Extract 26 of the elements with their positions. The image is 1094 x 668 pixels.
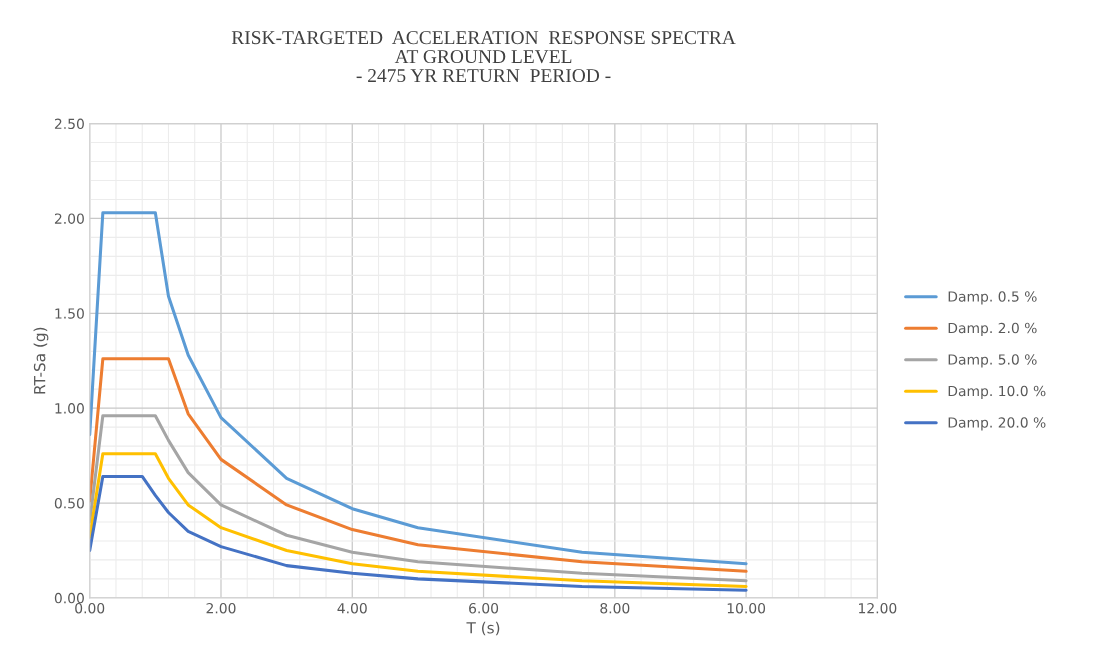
y-tick-label: 1.50 <box>55 308 84 319</box>
y-axis-title: RT-Sa (g) <box>33 327 49 394</box>
x-axis-title: T (s) <box>466 621 500 636</box>
chart-title: RISK-TARGETED ACCELERATION RESPONSE SPECTRA AT GROUND LEVEL - 2475 YR RETURN PERIOD - <box>231 31 736 83</box>
x-tick-label: 10.00 <box>727 602 766 614</box>
legend-label: Damp. 2.0 % <box>948 322 1037 336</box>
y-tick-label: 2.00 <box>54 213 84 224</box>
y-tick-label: 0.00 <box>54 592 84 604</box>
line-series <box>89 357 748 573</box>
line-series <box>89 474 748 592</box>
line-series <box>89 452 748 589</box>
x-tick-label: 8.00 <box>600 602 630 614</box>
y-tick-label: 0.50 <box>54 497 84 509</box>
x-tick-label: 2.00 <box>206 602 236 614</box>
x-tick-label: 4.00 <box>337 602 367 614</box>
legend-label: Damp. 20.0 % <box>948 417 1046 431</box>
legend-label: Damp. 10.0 % <box>948 385 1046 399</box>
y-tick-label: 2.50 <box>54 118 84 130</box>
line-series <box>89 211 748 566</box>
legend-label: Damp. 0.5 % <box>948 291 1037 305</box>
legend-label: Damp. 5.0 % <box>948 354 1037 368</box>
x-tick-label: 12.00 <box>859 602 897 614</box>
x-tick-label: 6.00 <box>469 602 499 614</box>
line-series <box>89 414 748 583</box>
y-tick-label: 1.00 <box>55 403 84 414</box>
x-tick-label: 0.00 <box>75 602 105 614</box>
